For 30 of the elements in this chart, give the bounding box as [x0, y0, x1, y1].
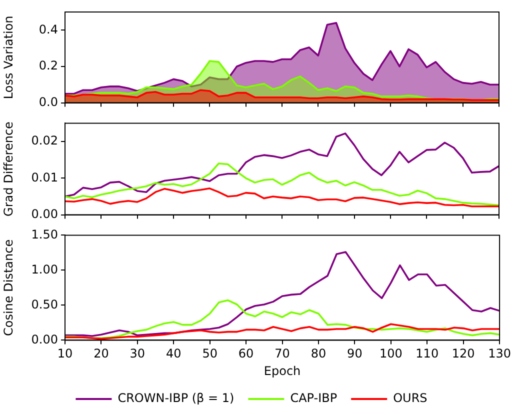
y-axis-title: Grad Difference — [1, 122, 16, 216]
legend-label: CROWN-IBP (β = 1) — [118, 391, 234, 406]
y-tick-label: 0.02 — [31, 134, 58, 148]
y-tick-label: 1.00 — [31, 262, 58, 276]
y-tick-label: 0.0 — [38, 94, 58, 109]
x-tick-label: 10 — [57, 346, 73, 361]
y-tick-label: 0.00 — [31, 332, 58, 346]
x-tick-label: 90 — [347, 346, 362, 361]
x-tick-label: 70 — [274, 346, 290, 361]
x-axis-title: Epoch — [264, 364, 301, 378]
y-axis-title: Cosine Distance — [1, 239, 16, 336]
y-axis-title: Loss Variation — [1, 16, 16, 100]
x-tick-label: 30 — [130, 346, 146, 361]
x-tick-label: 110 — [416, 346, 439, 361]
x-tick-label: 20 — [94, 346, 109, 361]
y-tick-label: 0.2 — [38, 58, 58, 73]
x-tick-label: 130 — [488, 346, 511, 361]
legend-label: OURS — [393, 391, 428, 406]
x-tick-label: 40 — [166, 346, 182, 361]
legend-label: CAP-IBP — [290, 391, 338, 406]
x-tick-label: 60 — [238, 346, 254, 361]
x-tick-label: 120 — [452, 346, 475, 361]
x-tick-label: 100 — [379, 346, 402, 361]
y-tick-label: 0.00 — [31, 206, 58, 221]
y-tick-label: 1.50 — [31, 227, 58, 242]
y-tick-label: 0.01 — [31, 170, 58, 184]
y-tick-label: 0.50 — [31, 297, 58, 312]
x-tick-label: 80 — [310, 346, 326, 361]
x-tick-label: 50 — [202, 346, 218, 361]
y-tick-label: 0.4 — [38, 22, 58, 36]
